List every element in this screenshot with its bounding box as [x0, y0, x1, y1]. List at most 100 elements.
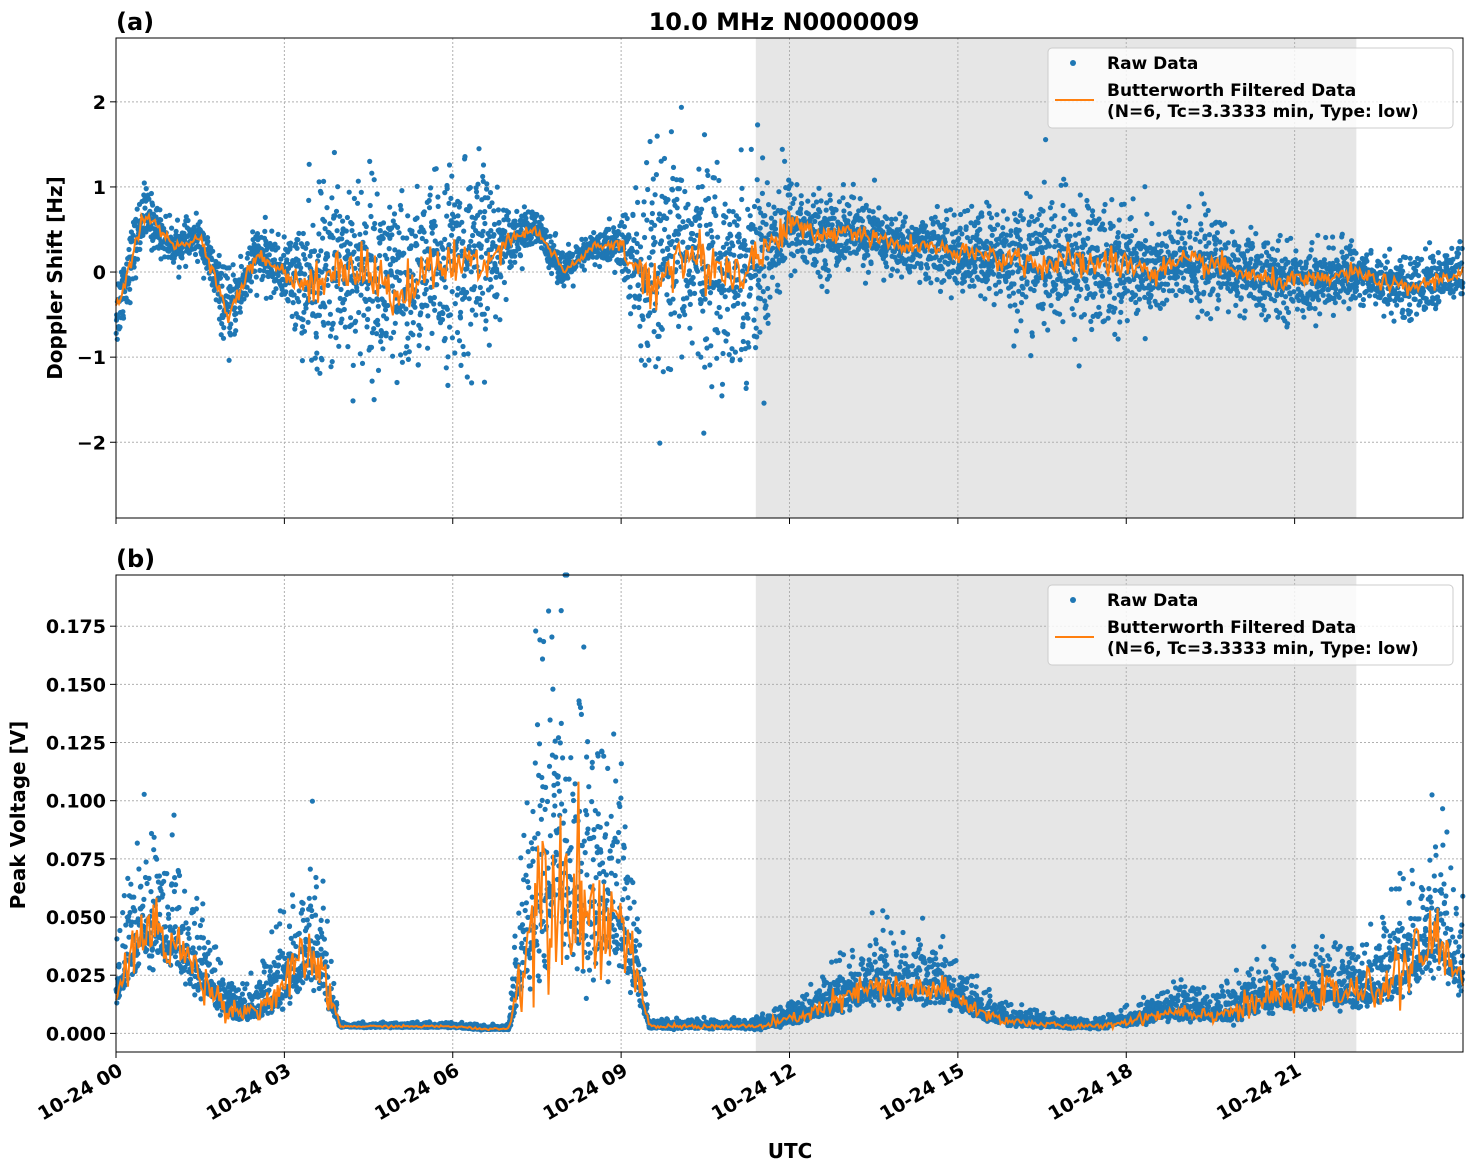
raw-data-point	[723, 202, 728, 207]
raw-data-point	[434, 166, 439, 171]
raw-data-point	[1087, 227, 1092, 232]
raw-data-point	[653, 192, 658, 197]
raw-data-point	[300, 324, 305, 329]
raw-data-point	[736, 293, 741, 298]
raw-data-point	[738, 357, 743, 362]
raw-data-point	[656, 356, 661, 361]
raw-data-point	[696, 167, 701, 172]
raw-data-point	[1014, 328, 1019, 333]
raw-data-point	[958, 212, 963, 217]
raw-data-point	[1353, 251, 1358, 256]
raw-data-point	[1419, 257, 1424, 262]
raw-data-point	[1060, 319, 1065, 324]
raw-data-point	[354, 288, 359, 293]
raw-data-point	[1161, 288, 1166, 293]
raw-data-point	[1277, 310, 1282, 315]
raw-data-point	[1187, 230, 1192, 235]
raw-data-point	[1032, 288, 1037, 293]
raw-data-point	[1215, 293, 1220, 298]
raw-data-point	[434, 282, 439, 287]
raw-data-point	[301, 231, 306, 236]
raw-data-point	[819, 284, 824, 289]
raw-data-point	[735, 301, 740, 306]
raw-data-point	[1330, 234, 1335, 239]
raw-data-point	[644, 218, 649, 223]
raw-data-point	[1206, 208, 1211, 213]
raw-data-point	[551, 243, 556, 248]
raw-data-point	[1097, 311, 1102, 316]
raw-data-point	[1000, 225, 1005, 230]
raw-data-point	[337, 214, 342, 219]
raw-data-point	[1223, 245, 1228, 250]
raw-data-point	[725, 307, 730, 312]
raw-data-point	[863, 281, 868, 286]
raw-data-point	[1061, 177, 1066, 182]
raw-data-point	[860, 218, 865, 223]
raw-data-point	[960, 289, 965, 294]
raw-data-point	[467, 296, 472, 301]
raw-data-point	[1189, 298, 1194, 303]
raw-data-point	[772, 220, 777, 225]
raw-data-point	[1173, 293, 1178, 298]
raw-data-point	[1028, 194, 1033, 199]
raw-data-point	[462, 273, 467, 278]
raw-data-point	[692, 238, 697, 243]
raw-data-point	[991, 272, 996, 277]
raw-data-point	[668, 209, 673, 214]
raw-data-point	[1265, 240, 1270, 245]
raw-data-point	[1078, 192, 1083, 197]
raw-data-point	[767, 295, 772, 300]
raw-data-point	[332, 150, 337, 155]
raw-data-point	[176, 275, 181, 280]
raw-data-point	[450, 289, 455, 294]
raw-data-point	[979, 214, 984, 219]
raw-data-point	[1188, 245, 1193, 250]
raw-data-point	[1063, 182, 1068, 187]
raw-data-point	[1266, 314, 1271, 319]
raw-data-point	[325, 283, 330, 288]
raw-data-point	[978, 293, 983, 298]
raw-data-point	[995, 222, 1000, 227]
raw-data-point	[488, 277, 493, 282]
raw-data-point	[508, 259, 513, 264]
raw-data-point	[1159, 249, 1164, 254]
raw-data-point	[506, 210, 511, 215]
raw-data-point	[295, 246, 300, 251]
raw-data-point	[637, 324, 642, 329]
raw-data-point	[357, 232, 362, 237]
raw-data-point	[744, 386, 749, 391]
raw-data-point	[447, 325, 452, 330]
raw-data-point	[800, 249, 805, 254]
raw-data-point	[1205, 311, 1210, 316]
raw-data-point	[291, 300, 296, 305]
raw-data-point	[405, 321, 410, 326]
raw-data-point	[427, 205, 432, 210]
raw-data-point	[1414, 312, 1419, 317]
raw-data-point	[765, 286, 770, 291]
raw-data-point	[1089, 327, 1094, 332]
raw-data-point	[951, 260, 956, 265]
raw-data-point	[676, 324, 681, 329]
raw-data-point	[1008, 228, 1013, 233]
raw-data-point	[359, 190, 364, 195]
raw-data-point	[792, 196, 797, 201]
raw-data-point	[1430, 254, 1435, 259]
raw-data-point	[1226, 240, 1231, 245]
raw-data-point	[712, 175, 717, 180]
raw-data-point	[985, 277, 990, 282]
raw-data-point	[308, 253, 313, 258]
raw-data-point	[267, 252, 272, 257]
raw-data-point	[1090, 208, 1095, 213]
raw-data-point	[715, 330, 720, 335]
raw-data-point	[282, 234, 287, 239]
raw-data-point	[1400, 308, 1405, 313]
raw-data-point	[607, 216, 612, 221]
raw-data-point	[708, 222, 713, 227]
raw-data-point	[730, 356, 735, 361]
raw-data-point	[411, 320, 416, 325]
raw-data-point	[329, 327, 334, 332]
raw-data-point	[408, 310, 413, 315]
raw-data-point	[449, 233, 454, 238]
raw-data-point	[1304, 261, 1309, 266]
raw-data-point	[406, 357, 411, 362]
